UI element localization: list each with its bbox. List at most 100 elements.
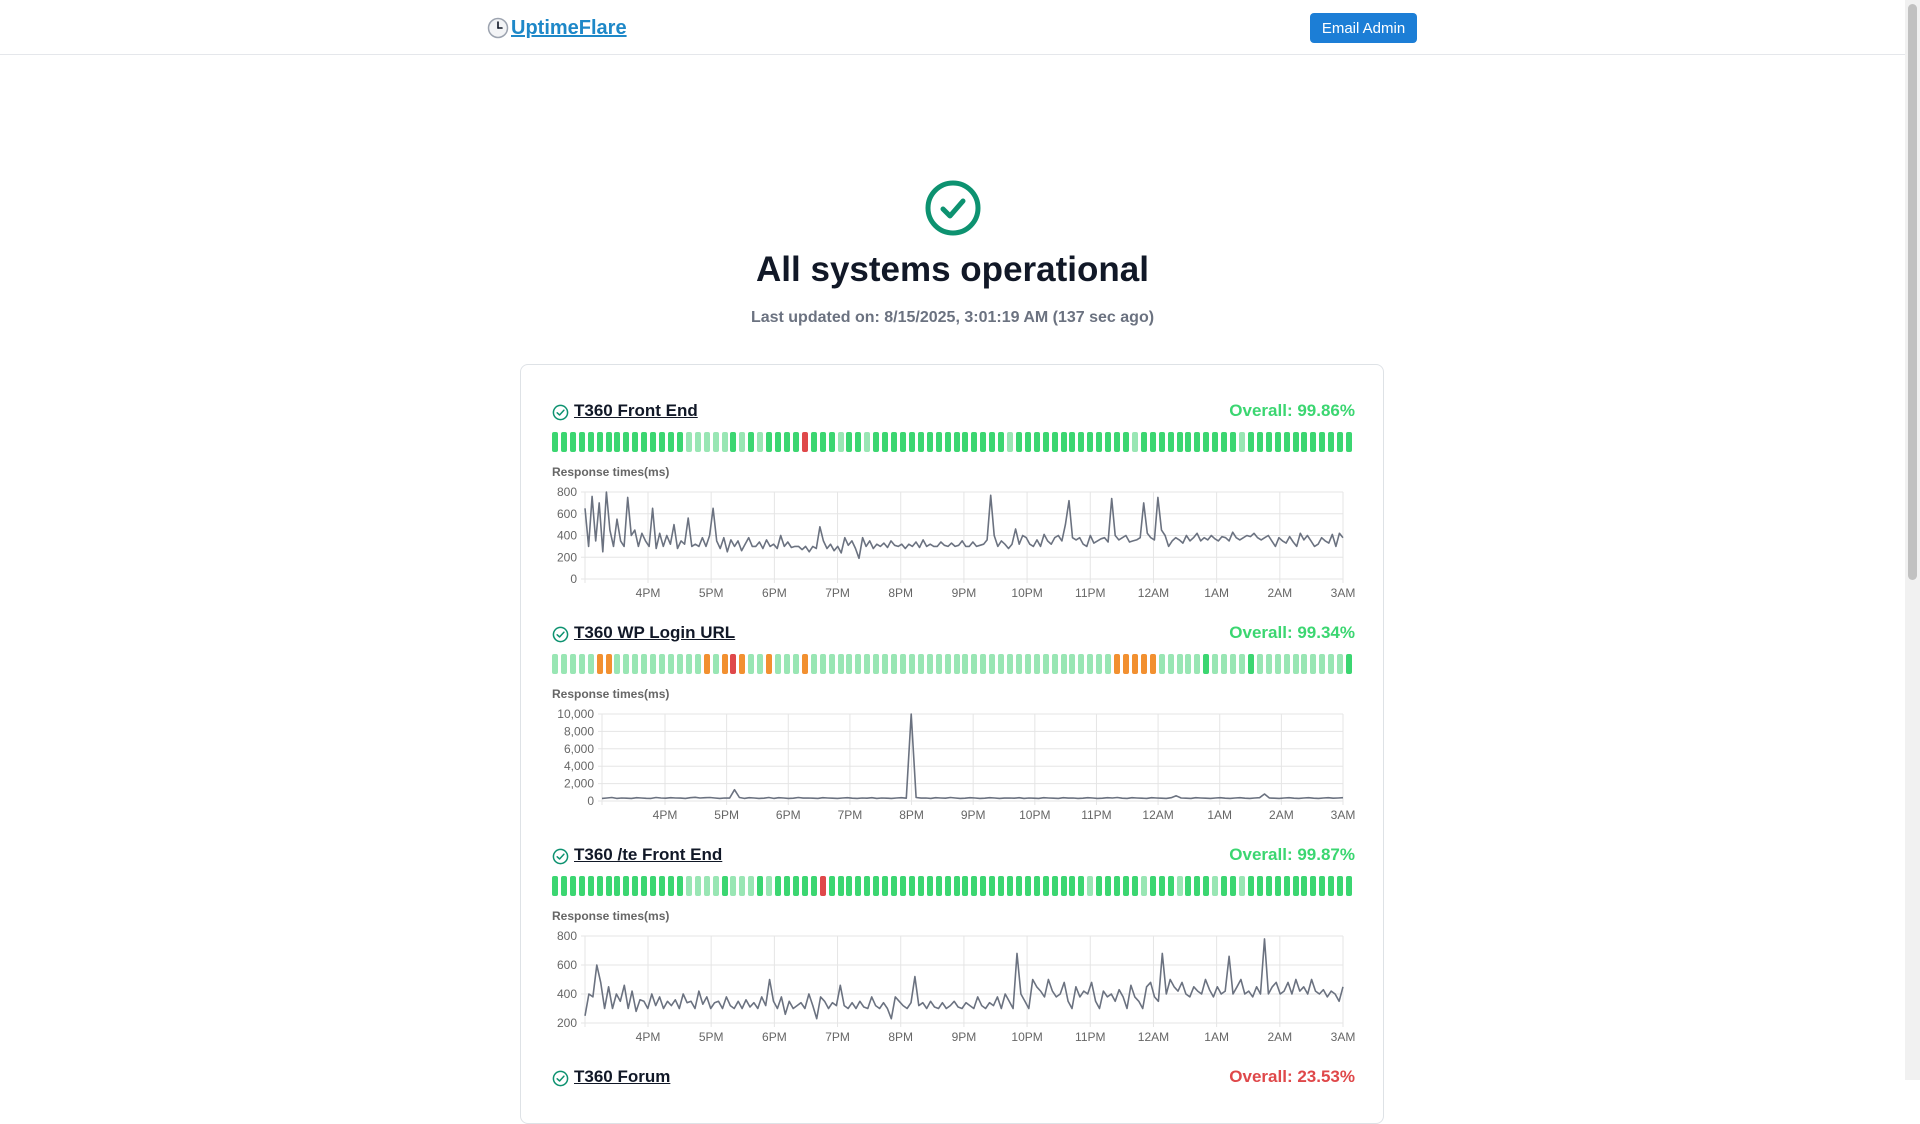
uptime-bar[interactable]: [650, 876, 657, 896]
uptime-bar[interactable]: [1078, 432, 1085, 452]
uptime-bar[interactable]: [962, 432, 969, 452]
uptime-bar[interactable]: [1319, 654, 1326, 674]
uptime-bar[interactable]: [1087, 432, 1094, 452]
uptime-bar[interactable]: [605, 876, 612, 896]
uptime-bar[interactable]: [605, 432, 612, 452]
uptime-bar[interactable]: [971, 654, 978, 674]
uptime-bar[interactable]: [703, 876, 710, 896]
uptime-bar[interactable]: [1033, 876, 1040, 896]
uptime-bar[interactable]: [676, 876, 683, 896]
uptime-bar[interactable]: [748, 654, 755, 674]
uptime-bar[interactable]: [1069, 654, 1076, 674]
uptime-bar[interactable]: [783, 876, 790, 896]
uptime-bar[interactable]: [1346, 876, 1353, 896]
uptime-bar[interactable]: [1230, 654, 1237, 674]
uptime-bar[interactable]: [552, 876, 558, 896]
uptime-bar[interactable]: [1310, 654, 1317, 674]
uptime-bar[interactable]: [1096, 432, 1103, 452]
uptime-bar[interactable]: [1149, 432, 1156, 452]
uptime-bar[interactable]: [1328, 432, 1335, 452]
uptime-bar[interactable]: [792, 654, 799, 674]
uptime-bar[interactable]: [659, 876, 666, 896]
uptime-bar[interactable]: [1042, 654, 1049, 674]
uptime-bar[interactable]: [1105, 432, 1112, 452]
uptime-bar[interactable]: [623, 876, 630, 896]
uptime-bar[interactable]: [1131, 654, 1138, 674]
uptime-bar[interactable]: [703, 654, 710, 674]
uptime-bar[interactable]: [1319, 876, 1326, 896]
uptime-bar[interactable]: [1007, 654, 1014, 674]
uptime-bar[interactable]: [712, 876, 719, 896]
uptime-bar[interactable]: [676, 654, 683, 674]
uptime-bar[interactable]: [899, 654, 906, 674]
uptime-bar[interactable]: [632, 432, 639, 452]
uptime-bar[interactable]: [926, 876, 933, 896]
uptime-bar[interactable]: [1096, 654, 1103, 674]
uptime-bar[interactable]: [1256, 432, 1263, 452]
uptime-bar[interactable]: [917, 432, 924, 452]
uptime-bar[interactable]: [864, 432, 871, 452]
uptime-bar[interactable]: [560, 876, 567, 896]
uptime-bar[interactable]: [989, 876, 996, 896]
logo-link[interactable]: UptimeFlare: [487, 13, 627, 43]
uptime-bar[interactable]: [1069, 432, 1076, 452]
uptime-bar[interactable]: [1194, 432, 1201, 452]
uptime-bar[interactable]: [891, 432, 898, 452]
page-scrollbar[interactable]: [1905, 0, 1920, 1080]
uptime-bar[interactable]: [810, 432, 817, 452]
uptime-bar[interactable]: [1042, 876, 1049, 896]
uptime-bar[interactable]: [1051, 876, 1058, 896]
uptime-bar[interactable]: [1203, 876, 1210, 896]
uptime-bar[interactable]: [1033, 654, 1040, 674]
uptime-bar[interactable]: [1247, 432, 1254, 452]
uptime-bar[interactable]: [1239, 876, 1245, 896]
uptime-bar[interactable]: [560, 432, 567, 452]
uptime-bar[interactable]: [1114, 654, 1121, 674]
uptime-bar[interactable]: [730, 432, 737, 452]
uptime-bar[interactable]: [1337, 432, 1344, 452]
uptime-bar[interactable]: [721, 876, 728, 896]
uptime-bar[interactable]: [552, 432, 558, 452]
uptime-bar[interactable]: [721, 654, 728, 674]
uptime-bar[interactable]: [1265, 876, 1272, 896]
uptime-bar[interactable]: [953, 876, 960, 896]
uptime-bar[interactable]: [578, 432, 585, 452]
uptime-bar[interactable]: [837, 432, 844, 452]
uptime-bar[interactable]: [828, 654, 835, 674]
uptime-bar[interactable]: [1221, 654, 1228, 674]
uptime-bar[interactable]: [1283, 432, 1290, 452]
uptime-bar[interactable]: [1194, 876, 1201, 896]
uptime-bar[interactable]: [587, 432, 594, 452]
uptime-bar[interactable]: [1105, 876, 1112, 896]
uptime-bar[interactable]: [766, 876, 773, 896]
uptime-bar[interactable]: [989, 654, 996, 674]
uptime-bar[interactable]: [1346, 432, 1353, 452]
uptime-bar[interactable]: [1123, 876, 1130, 896]
uptime-bar[interactable]: [917, 876, 924, 896]
uptime-bar[interactable]: [1292, 876, 1299, 896]
uptime-bar[interactable]: [1078, 654, 1085, 674]
uptime-bar[interactable]: [801, 654, 808, 674]
uptime-bar[interactable]: [1140, 654, 1147, 674]
uptime-bar[interactable]: [819, 654, 826, 674]
uptime-bar[interactable]: [971, 432, 978, 452]
uptime-bar[interactable]: [935, 654, 942, 674]
uptime-bar[interactable]: [864, 654, 871, 674]
uptime-bar[interactable]: [1337, 876, 1344, 896]
uptime-bar[interactable]: [614, 876, 621, 896]
uptime-bar[interactable]: [1149, 876, 1156, 896]
uptime-bar[interactable]: [783, 654, 790, 674]
uptime-bar[interactable]: [908, 432, 915, 452]
uptime-bar[interactable]: [552, 654, 558, 674]
uptime-bar[interactable]: [891, 876, 898, 896]
uptime-bar[interactable]: [1247, 654, 1254, 674]
uptime-bar[interactable]: [1015, 876, 1022, 896]
uptime-bar[interactable]: [667, 432, 674, 452]
uptime-bar[interactable]: [1346, 654, 1353, 674]
uptime-bar[interactable]: [1292, 432, 1299, 452]
uptime-bar[interactable]: [560, 654, 567, 674]
uptime-bar[interactable]: [998, 876, 1005, 896]
uptime-bar[interactable]: [1158, 654, 1165, 674]
uptime-bar[interactable]: [614, 432, 621, 452]
uptime-bar[interactable]: [569, 876, 576, 896]
